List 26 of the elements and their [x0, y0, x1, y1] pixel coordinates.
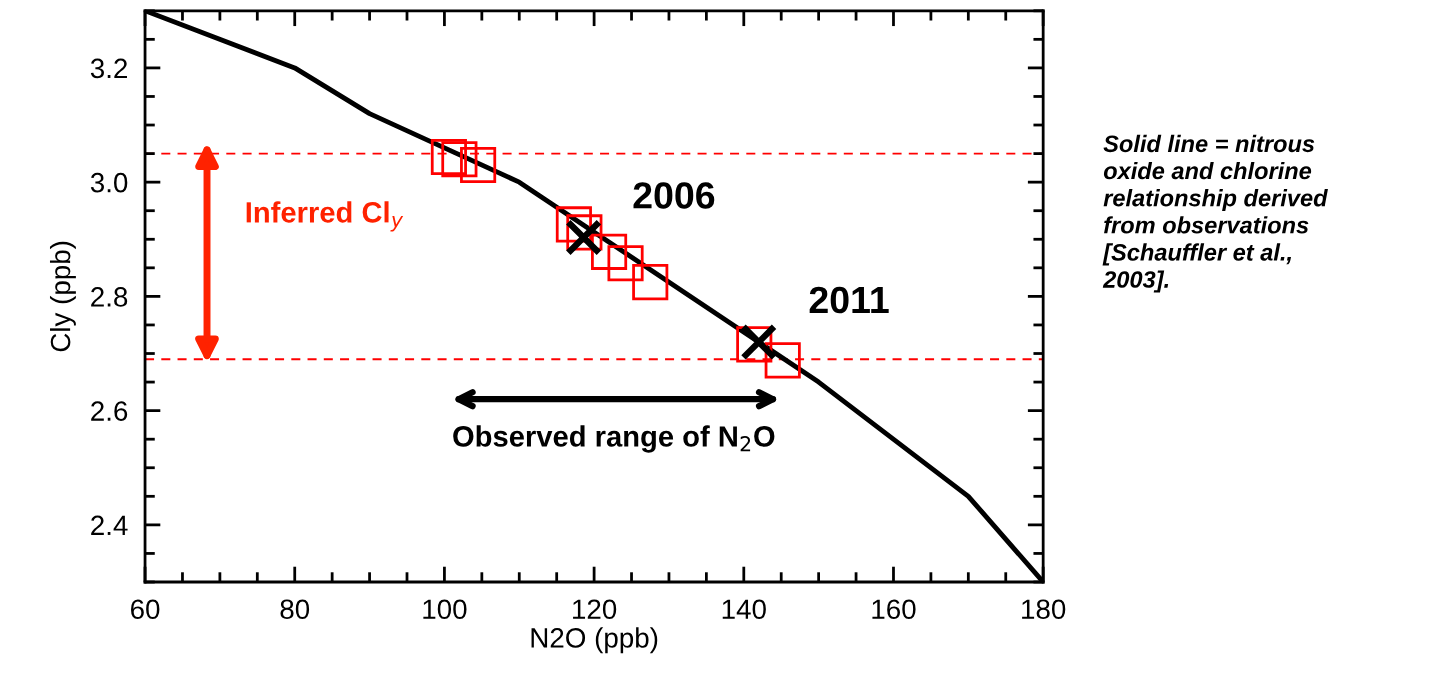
y-tick-label: 3.0 — [90, 172, 128, 193]
point — [591, 233, 628, 270]
x-tick-label: 80 — [280, 599, 310, 620]
annotation: 2011 — [809, 286, 889, 314]
x-tick-label: 120 — [573, 599, 617, 620]
annotation: Inferred Cl$_{y}$ — [246, 201, 404, 232]
x-tick-label: 100 — [423, 599, 467, 620]
x-tick-label: 180 — [1022, 599, 1066, 620]
text: Solid line = nitrous oxide and chlorine relationship derived from observations [Schauffler et al., 2003]. — [1102, 134, 1328, 293]
y-tick-label: 2.8 — [91, 287, 128, 307]
point — [607, 245, 644, 282]
point — [632, 264, 669, 301]
x-tick-label: 60 — [131, 599, 160, 620]
x-tick-label: 160 — [872, 599, 916, 620]
annotation: Observed range of N$_{2}$O — [453, 425, 775, 453]
point — [441, 141, 478, 178]
annotation: 2006 — [633, 182, 715, 209]
point — [430, 138, 467, 176]
x-tick-label: 140 — [722, 599, 766, 620]
y-tick-label: 3.2 — [90, 58, 127, 79]
y-tick-label: 2.4 — [91, 515, 128, 535]
point — [460, 146, 497, 184]
y-tick-label: 2.6 — [91, 401, 128, 421]
x-axis-title: N2O (ppb) — [531, 627, 658, 654]
point — [764, 342, 801, 379]
y-axis-title: Cly (ppb) — [49, 241, 76, 352]
